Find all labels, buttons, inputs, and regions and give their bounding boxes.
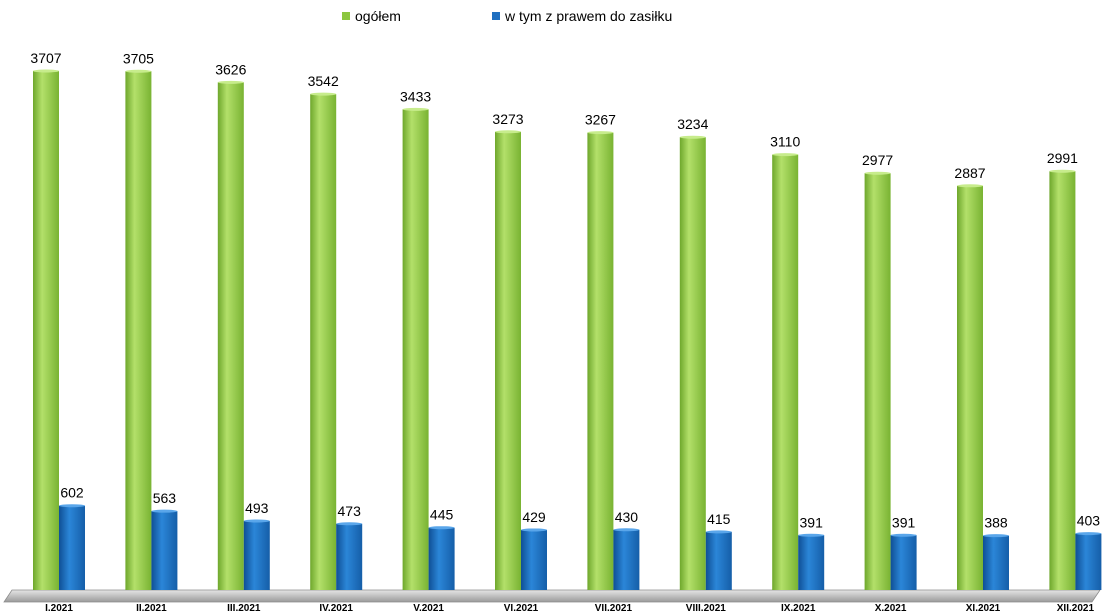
bar-cap-series-2 [890,533,917,537]
bar-cap-series-1 [402,107,429,111]
bar-series-1 [402,109,429,590]
x-tick-label: I.2021 [45,603,73,614]
bar-cap-series-2 [613,528,640,532]
bar-series-2 [798,535,825,590]
data-label-series-2: 391 [892,514,916,530]
data-label-series-1: 2887 [954,165,985,181]
bar-series-2 [705,531,732,590]
bar-cap-series-1 [957,184,983,188]
x-tick-label: IV.2021 [319,603,353,614]
data-label-series-2: 391 [800,514,824,530]
legend-label-series-1: ogółem [355,8,401,24]
bar-cap-series-2 [336,522,363,526]
bar-cap-series-2 [521,528,547,532]
data-label-series-2: 473 [338,503,362,519]
legend-item-series-1: ogółem [342,8,401,24]
bar-series-1 [495,131,521,591]
bar-cap-series-2 [59,504,85,508]
data-label-series-1: 3110 [770,134,800,150]
data-label-series-1: 3433 [400,88,431,104]
bar-cap-series-1 [310,92,337,96]
bar-cap-series-1 [772,153,799,157]
bar-series-2 [983,535,1009,590]
x-tick-label: XI.2021 [966,603,1001,614]
data-label-series-1: 3267 [585,112,616,128]
legend-label-series-2: w tym z prawem do zasiłku [505,8,673,24]
bar-series-1 [587,132,614,591]
x-tick-label: XII.2021 [1057,603,1095,614]
legend-swatch-series-2 [492,12,500,20]
bar-cap-series-1 [125,69,152,73]
bar-series-2 [336,523,363,590]
bar-cap-series-2 [705,530,732,534]
bar-series-2 [890,535,917,590]
x-tick-label: III.2021 [227,603,261,614]
bar-series-2 [151,511,178,590]
bar-series-2 [1075,533,1102,590]
legend-item-series-2: w tym z prawem do zasiłku [492,8,672,24]
x-tick-label: VII.2021 [595,603,633,614]
bar-series-1 [679,137,706,591]
data-label-series-2: 430 [615,509,639,525]
bar-cap-series-2 [151,509,178,513]
bar-series-1 [217,82,244,590]
chart-legend: ogółem w tym z prawem do zasiłku [0,8,1108,30]
bar-cap-series-1 [587,131,614,135]
bar-cap-series-2 [983,534,1009,538]
data-label-series-1: 3626 [215,61,246,77]
bar-cap-series-1 [217,80,244,84]
data-label-series-2: 493 [245,500,269,516]
bar-cap-series-1 [33,69,59,73]
data-label-series-1: 3273 [492,111,523,127]
x-tick-label: VIII.2021 [686,603,726,614]
bar-cap-series-1 [495,130,521,134]
chart-floor [3,589,1101,603]
data-label-series-1: 3705 [123,50,154,66]
bar-cap-series-2 [428,526,455,530]
bar-cap-series-1 [1049,169,1076,173]
data-label-series-2: 602 [60,485,84,501]
bar-cap-series-1 [679,135,706,139]
bar-series-2 [243,520,270,590]
bar-cap-series-2 [798,533,825,537]
bar-cap-series-1 [864,171,891,175]
bar-series-2 [428,527,455,590]
bar-series-1 [33,71,59,590]
data-label-series-1: 3707 [30,50,61,66]
data-label-series-2: 403 [1077,513,1101,529]
x-tick-label: VI.2021 [504,603,539,614]
x-tick-label: IX.2021 [781,603,816,614]
x-tick-label: X.2021 [875,603,907,614]
x-tick-label: V.2021 [413,603,444,614]
bar-series-1 [1049,171,1076,590]
bar-series-2 [59,505,85,590]
data-label-series-1: 2991 [1047,150,1078,166]
bar-series-1 [864,173,891,591]
bar-series-1 [310,94,337,590]
data-label-series-2: 429 [522,509,546,525]
data-label-series-1: 3234 [677,116,708,132]
bar-series-1 [957,185,983,590]
bar-cap-series-2 [243,519,270,523]
bar-series-2 [521,529,547,590]
bar-series-2 [613,529,640,590]
legend-swatch-series-1 [342,12,350,20]
data-label-series-2: 563 [153,490,177,506]
data-label-series-2: 415 [707,511,731,527]
bar-series-1 [125,71,152,590]
bar-series-1 [772,154,799,590]
x-tick-label: II.2021 [136,603,167,614]
data-label-series-1: 3542 [308,73,339,89]
data-label-series-2: 388 [984,515,1008,531]
data-label-series-2: 445 [430,507,454,523]
data-label-series-1: 2977 [862,152,893,168]
bar-cap-series-2 [1075,532,1102,536]
